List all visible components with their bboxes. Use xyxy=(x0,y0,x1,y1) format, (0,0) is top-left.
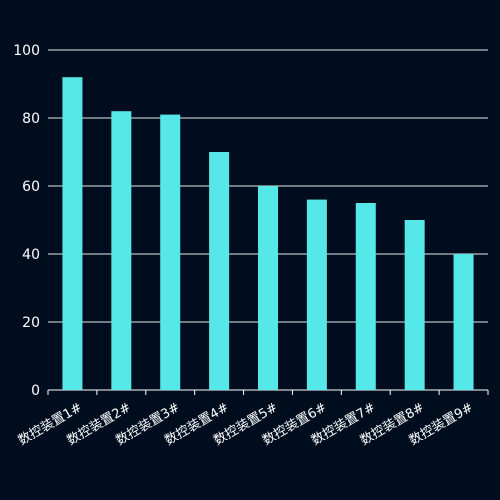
bar xyxy=(111,111,132,390)
bar xyxy=(306,199,327,390)
bar xyxy=(258,186,278,390)
bar xyxy=(404,220,425,390)
y-tick-label: 60 xyxy=(22,179,40,195)
y-tick-label: 100 xyxy=(13,43,40,59)
bar xyxy=(453,254,474,390)
bar xyxy=(209,152,230,390)
bar xyxy=(62,77,83,390)
y-tick-label: 20 xyxy=(22,315,40,331)
y-tick-label: 0 xyxy=(31,383,40,399)
bar xyxy=(355,203,376,390)
bar xyxy=(160,114,181,390)
y-tick-label: 40 xyxy=(22,247,40,263)
y-tick-label: 80 xyxy=(22,111,40,127)
